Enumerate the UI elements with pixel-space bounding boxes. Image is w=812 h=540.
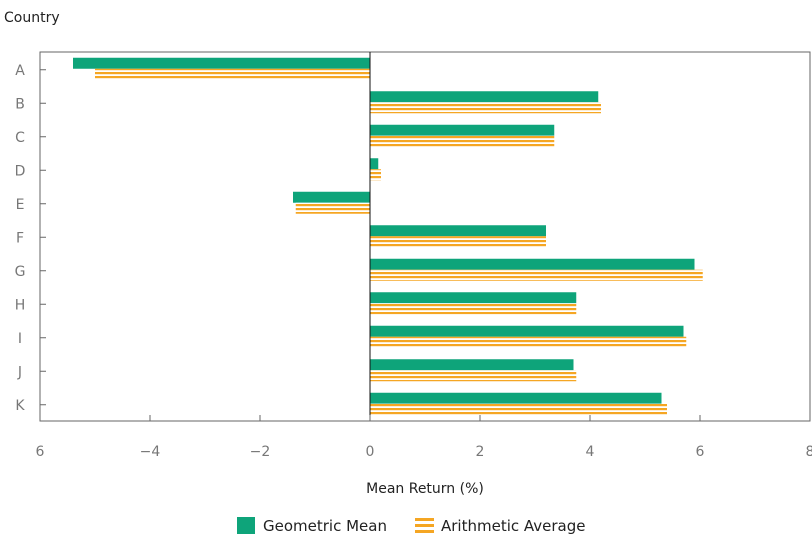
bar-geometric-mean-g xyxy=(370,258,695,270)
x-tick-label: 6 xyxy=(36,444,45,460)
category-label-k: K xyxy=(15,398,25,414)
bar-arithmetic-average-c xyxy=(370,135,555,147)
bar-geometric-mean-h xyxy=(370,292,577,304)
bar-geometric-mean-c xyxy=(370,124,555,136)
plot-area xyxy=(39,51,811,422)
x-axis-ticks: 6 −4 −2 0 2 4 6 8 xyxy=(36,415,812,460)
bar-arithmetic-average-i xyxy=(370,336,687,348)
bar-geometric-mean-k xyxy=(370,392,662,404)
legend-swatch-arithmetic-average xyxy=(415,518,434,533)
bar-geometric-mean-i xyxy=(370,325,684,337)
legend-label-arithmetic-average: Arithmetic Average xyxy=(441,517,586,535)
bar-arithmetic-average-f xyxy=(370,236,546,248)
category-label-e: E xyxy=(16,197,25,213)
category-label-i: I xyxy=(18,331,22,347)
bar-arithmetic-average-e xyxy=(295,202,370,214)
legend-swatch-geometric-mean xyxy=(237,517,255,534)
x-tick-label: −4 xyxy=(140,444,161,460)
bar-arithmetic-average-g xyxy=(370,269,703,281)
bar-geometric-mean-d xyxy=(370,158,379,170)
bar-geometric-mean-j xyxy=(370,359,574,371)
bar-arithmetic-average-d xyxy=(370,169,381,181)
category-label-a: A xyxy=(15,63,25,79)
category-labels: A B C D E F G H I J K xyxy=(15,63,46,414)
bar-geometric-mean-b xyxy=(370,91,599,103)
legend: Geometric Mean Arithmetic Average xyxy=(237,517,586,535)
x-tick-label: 2 xyxy=(476,444,485,460)
category-label-h: H xyxy=(15,297,26,313)
legend-label-geometric-mean: Geometric Mean xyxy=(263,517,387,535)
x-tick-label: 0 xyxy=(366,444,375,460)
bar-arithmetic-average-a xyxy=(95,68,370,80)
x-tick-label: −2 xyxy=(250,444,271,460)
category-label-b: B xyxy=(15,96,25,112)
bar-arithmetic-average-k xyxy=(370,403,667,415)
bar-arithmetic-average-b xyxy=(370,102,601,114)
bars-group xyxy=(73,57,703,415)
x-axis-title: Mean Return (%) xyxy=(366,481,484,497)
bar-arithmetic-average-h xyxy=(370,303,577,315)
category-label-j: J xyxy=(17,364,22,380)
y-axis-title: Country xyxy=(4,10,60,26)
category-label-g: G xyxy=(15,264,26,280)
plot-frame xyxy=(39,51,811,422)
bar-arithmetic-average-j xyxy=(370,370,577,382)
category-label-c: C xyxy=(15,130,25,146)
x-tick-label: 6 xyxy=(696,444,705,460)
category-label-f: F xyxy=(16,230,24,246)
x-tick-label: 4 xyxy=(586,444,595,460)
bar-geometric-mean-f xyxy=(370,225,546,237)
x-tick-label: 8 xyxy=(806,444,812,460)
bar-geometric-mean-a xyxy=(73,57,370,69)
category-label-d: D xyxy=(15,163,26,179)
bar-geometric-mean-e xyxy=(293,191,370,203)
